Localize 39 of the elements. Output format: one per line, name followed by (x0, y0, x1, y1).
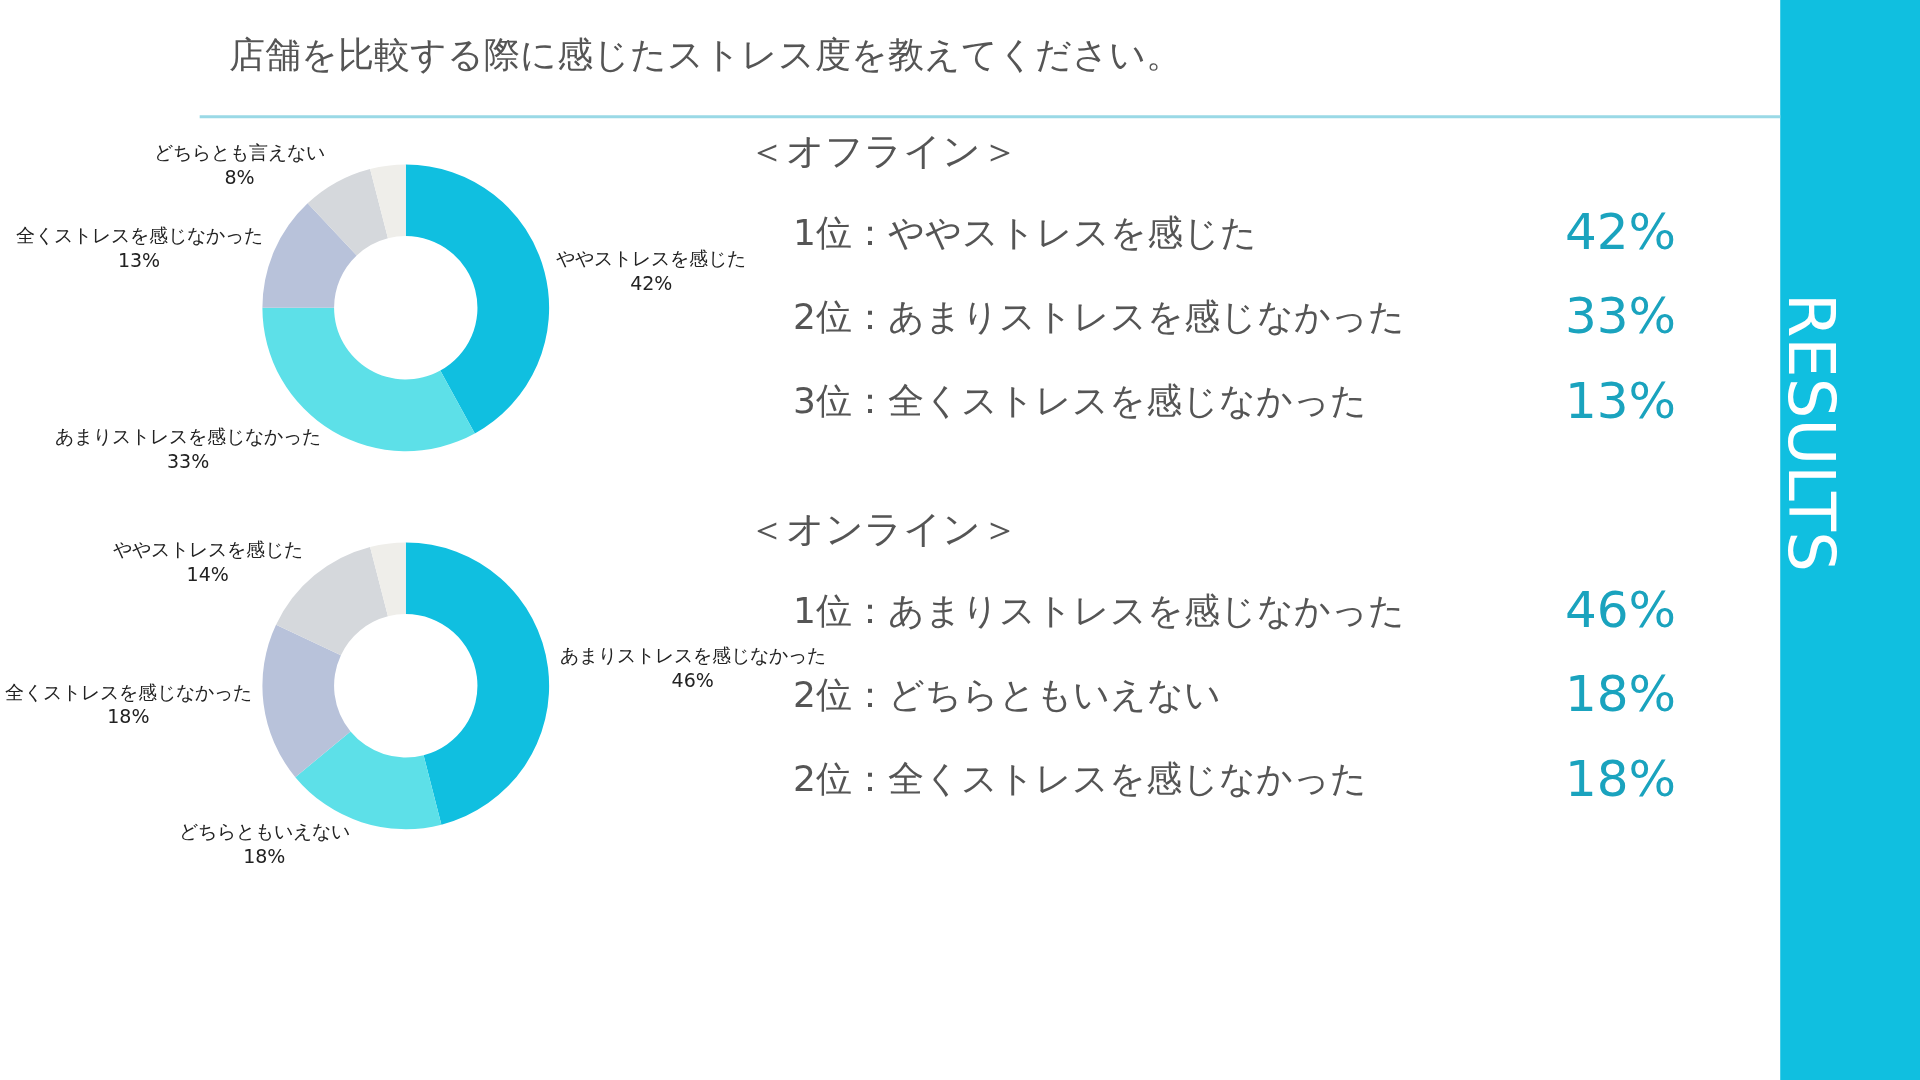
text: 46% (1565, 581, 1677, 639)
donut-slice (262, 203, 357, 308)
slice-label: ややストレスを感じた (556, 247, 747, 270)
donut-slice (370, 542, 406, 617)
data-label: 8% (224, 165, 255, 188)
donut-slice (262, 624, 351, 778)
text: 1位：あまりストレスを感じなかった (793, 590, 1405, 631)
slice-label: 全くストレスを感じなかった (15, 223, 263, 246)
slice-label: あまりストレスを感じなかった (55, 425, 322, 448)
text: 13% (1565, 372, 1677, 430)
text: ＜オフライン＞ (748, 129, 1019, 173)
slice-label: どちらとも言えない (154, 140, 326, 163)
text: 18% (1565, 750, 1677, 808)
data-label: 42% (630, 272, 673, 295)
data-label: 14% (186, 562, 229, 585)
slice-label: あまりストレスを感じなかった (559, 644, 826, 667)
data-label: 18% (107, 705, 150, 728)
data-label: 18% (243, 844, 286, 867)
slice-label: 全くストレスを感じなかった (4, 680, 252, 703)
slice-label: ややストレスを感じた (112, 538, 303, 561)
text: RESULTS (1774, 292, 1849, 572)
donut-slice (405, 542, 549, 825)
text: 33% (1565, 287, 1677, 345)
data-label: 46% (671, 668, 714, 691)
slice-label: どちらともいえない (178, 819, 350, 842)
chart-title: 店舗を比較する際に感じたストレス度を教えてください。 (229, 34, 1182, 75)
text: ＜オンライン＞ (748, 507, 1019, 551)
donut-slice (405, 164, 549, 434)
donut-slice (307, 168, 388, 256)
data-label: 13% (117, 248, 161, 271)
text: 18% (1565, 665, 1677, 723)
text: 2位：あまりストレスを感じなかった (793, 296, 1405, 337)
donut-slice (370, 164, 406, 239)
text: 42% (1565, 203, 1677, 261)
data-label: 33% (166, 449, 210, 472)
text: 2位：全くストレスを感じなかった (793, 758, 1367, 799)
text: 2位：どちらともいえない (793, 674, 1221, 715)
text: 3位：全くストレスを感じなかった (793, 380, 1367, 421)
text: 1位：ややストレスを感じた (793, 212, 1257, 253)
